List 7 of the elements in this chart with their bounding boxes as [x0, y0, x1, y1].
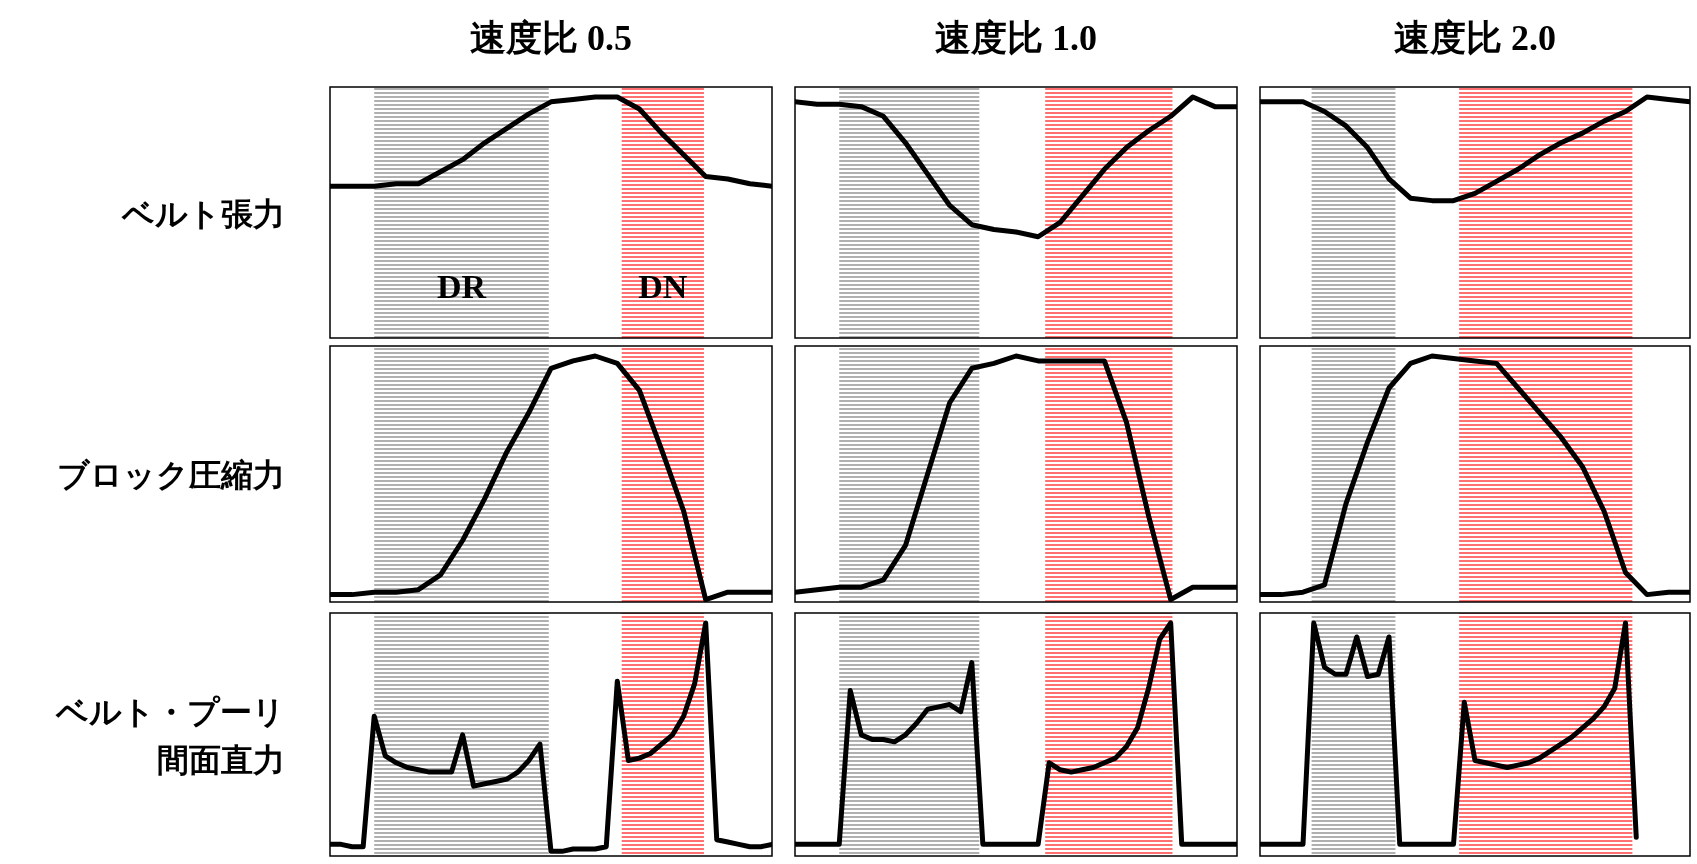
y-axis-title: ベルト・プーリ間面直力	[55, 692, 285, 779]
annotation: DR	[436, 267, 487, 305]
chart-title: 速度比 2.0	[1394, 18, 1556, 58]
y-axis-title: ブロック圧縮力	[57, 456, 285, 494]
y-axis-title: ベルト張力	[121, 194, 285, 233]
chart-title: 速度比 0.5	[470, 18, 632, 58]
chart-title: 速度比 1.0	[935, 18, 1097, 58]
